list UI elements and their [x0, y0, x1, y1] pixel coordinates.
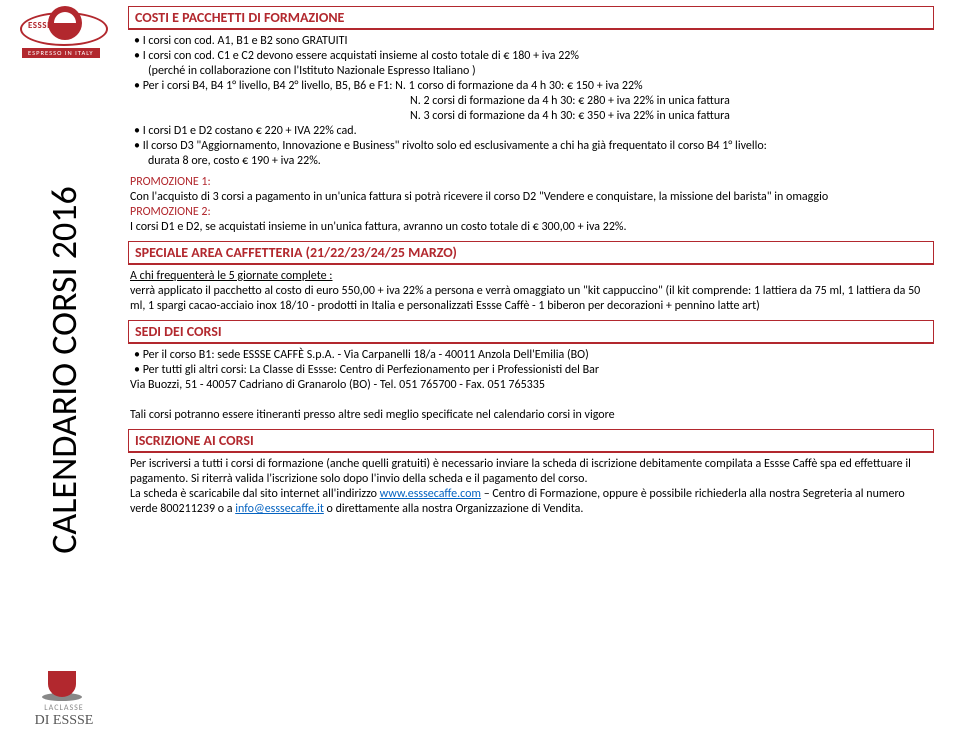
location-line: Tali corsi potranno essere itineranti pr…	[130, 408, 615, 422]
logo-tagline: ESPRESSO IN ITALY	[22, 48, 100, 58]
link-email[interactable]: info@esssecaffe.it	[235, 502, 324, 516]
cost-line: • I corsi D1 e D2 costano € 220 + IVA 22…	[130, 124, 930, 139]
cost-line: • I corsi con cod. A1, B1 e B2 sono GRAT…	[130, 34, 930, 49]
promo1-label: PROMOZIONE 1:	[130, 175, 211, 189]
promo1-text: Con l'acquisto di 3 corsi a pagamento in…	[130, 190, 828, 204]
enrollment-body: Per iscriversi a tutti i corsi di formaz…	[128, 457, 934, 517]
location-line: • Per tutti gli altri corsi: La Classe d…	[130, 363, 930, 378]
brand-logo-top: ESSSE ESPRESSO IN ITALY	[14, 4, 114, 62]
page-title-vertical: CALENDARIO CORSI 2016	[42, 186, 86, 554]
location-line: • Per il corso B1: sede ESSSE CAFFÈ S.p.…	[130, 348, 930, 363]
logo-brand-text: ESSSE	[28, 20, 52, 31]
main-content: COSTI E PACCHETTI DI FORMAZIONE • I cors…	[128, 6, 948, 523]
locations-body: • Per il corso B1: sede ESSSE CAFFÈ S.p.…	[128, 348, 934, 423]
logo-diesse-text: DI ESSSE	[19, 713, 109, 729]
section-heading-special: SPECIALE AREA CAFFETTERIA (21/22/23/24/2…	[128, 241, 934, 265]
promo2-label: PROMOZIONE 2:	[130, 205, 211, 219]
special-body: A chi frequenterà le 5 giornate complete…	[128, 269, 934, 314]
cost-line: durata 8 ore, costo € 190 + iva 22%.	[130, 154, 930, 169]
section-heading-locations: SEDI DEI CORSI	[128, 320, 934, 344]
enrollment-p2a: La scheda è scaricabile dal sito interne…	[130, 487, 380, 501]
coffee-cup-icon	[40, 661, 88, 701]
cost-line: N. 3 corsi di formazione da 4 h 30: € 35…	[130, 109, 930, 124]
promo-block: PROMOZIONE 1: Con l'acquisto di 3 corsi …	[128, 175, 934, 235]
cost-line: (perché in collaborazione con l'Istituto…	[130, 64, 930, 79]
promo2-text: I corsi D1 e D2, se acquistati insieme i…	[130, 220, 627, 234]
logo-laclasse-text: LACLASSE	[19, 703, 109, 713]
location-line: Via Buozzi, 51 - 40057 Cadriano di Grana…	[130, 378, 545, 392]
special-line: verrà applicato il pacchetto al costo di…	[130, 284, 920, 313]
logo-swirl-icon	[48, 6, 82, 40]
section-heading-costs: COSTI E PACCHETTI DI FORMAZIONE	[128, 6, 934, 30]
cost-line: • I corsi con cod. C1 e C2 devono essere…	[130, 49, 930, 64]
costs-body: • I corsi con cod. A1, B1 e B2 sono GRAT…	[128, 34, 934, 169]
section-heading-enrollment: ISCRIZIONE AI CORSI	[128, 429, 934, 453]
sidebar: ESSSE ESPRESSO IN ITALY CALENDARIO CORSI…	[0, 0, 128, 737]
enrollment-p1: Per iscriversi a tutti i corsi di formaz…	[130, 457, 911, 486]
special-line: A chi frequenterà le 5 giornate complete…	[130, 269, 333, 283]
link-website[interactable]: www.esssecaffe.com	[380, 487, 481, 501]
brand-logo-bottom: LACLASSE DI ESSSE	[19, 661, 109, 729]
cost-line: • Il corso D3 "Aggiornamento, Innovazion…	[130, 139, 930, 154]
cost-line: • Per i corsi B4, B4 1° livello, B4 2° l…	[130, 79, 930, 94]
cost-line: N. 2 corsi di formazione da 4 h 30: € 28…	[130, 94, 930, 109]
enrollment-p2c: o direttamente alla nostra Organizzazion…	[324, 502, 584, 516]
